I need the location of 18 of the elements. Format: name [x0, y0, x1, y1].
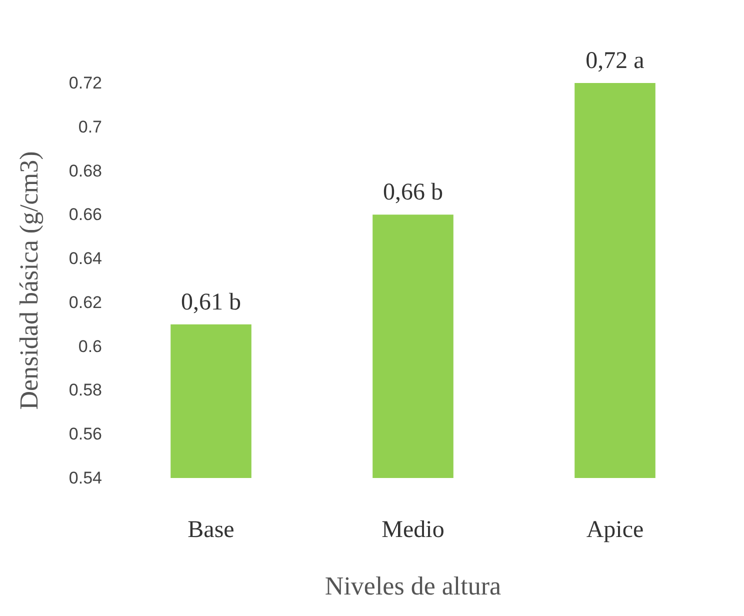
y-tick-label: 0.64 [68, 249, 102, 268]
y-tick-label: 0.54 [68, 468, 102, 488]
x-tick-label: Apice [586, 517, 644, 543]
y-tick-label: 0.72 [68, 74, 102, 92]
y-tick-label: 0.56 [68, 424, 102, 444]
y-tick-label: 0.7 [78, 117, 102, 136]
y-tick-label: 0.58 [68, 380, 102, 400]
x-tick-label: Base [188, 517, 234, 543]
y-tick-label: 0.6 [78, 336, 102, 356]
x-axis-title: Niveles de altura [324, 572, 502, 600]
x-tick-label: Medio [382, 517, 444, 543]
y-tick-label: 0.68 [68, 161, 102, 180]
data-label: 0,66 b [383, 180, 443, 206]
data-label: 0,61 b [181, 289, 241, 316]
y-axis-title: Densidad básica (g/cm3) [14, 151, 44, 410]
y-tick-label: 0.66 [68, 205, 102, 224]
y-tick-label: 0.62 [68, 292, 102, 312]
data-label: 0,72 a [586, 48, 645, 74]
